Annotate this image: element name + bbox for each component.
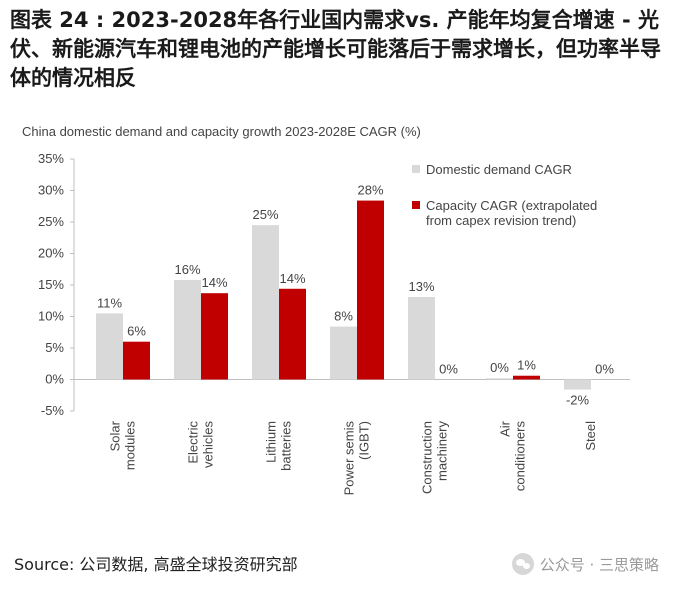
bar-demand: [408, 296, 435, 380]
legend-label: from capex revision trend): [426, 213, 576, 228]
x-tick-label: batteries: [279, 421, 294, 471]
data-label: 28%: [357, 183, 383, 198]
bar-demand: [564, 379, 591, 390]
legend-label: Capacity CAGR (extrapolated: [426, 198, 597, 213]
y-tick-label: 10%: [38, 309, 64, 324]
y-tick-label: 30%: [38, 183, 64, 198]
legend-label: Domestic demand CAGR: [426, 162, 572, 177]
data-label: 6%: [127, 324, 146, 339]
data-label: -2%: [566, 393, 590, 408]
data-label: 8%: [334, 309, 353, 324]
y-tick-label: 35%: [38, 151, 64, 166]
data-label: 11%: [97, 295, 122, 310]
y-tick-label: 20%: [38, 246, 64, 261]
data-label: 14%: [279, 271, 305, 286]
bar-capacity: [279, 288, 306, 380]
source-note: Source: 公司数据, 高盛全球投资研究部: [14, 555, 298, 574]
figure-title: 图表 24 : 2023-2028年各行业国内需求vs. 产能年均复合增速 - …: [10, 8, 661, 90]
data-label: 0%: [439, 362, 458, 377]
x-tick-label: Power semis: [342, 421, 357, 496]
y-tick-label: -5%: [41, 403, 65, 418]
y-tick-label: 25%: [38, 214, 64, 229]
x-tick-label: Steel: [583, 421, 598, 451]
bar-demand: [96, 313, 123, 380]
data-label: 13%: [408, 279, 434, 294]
bar-capacity: [357, 200, 384, 380]
x-tick-label: Air: [498, 420, 513, 437]
x-tick-label: Solar: [108, 420, 123, 451]
chart-title: China domestic demand and capacity growt…: [22, 124, 421, 139]
y-tick-label: 15%: [38, 277, 64, 292]
bar-chart: -5% 0% 5% 10% 15% 20% 25% 30% 35% 11% 6% Solar modul…: [38, 151, 630, 495]
legend-swatch: [412, 165, 420, 173]
data-label: 25%: [252, 207, 278, 222]
bar-capacity: [513, 375, 540, 380]
x-tick-label: Electric: [186, 421, 201, 464]
y-tick-label: 0%: [45, 372, 64, 387]
wechat-icon: [511, 553, 534, 575]
data-label: 1%: [517, 358, 536, 373]
bar-demand: [252, 225, 279, 380]
data-label: 0%: [490, 360, 509, 375]
x-tick-label: Construction: [420, 421, 435, 494]
x-tick-label: conditioners: [513, 421, 528, 492]
x-tick-label: machinery: [435, 421, 450, 481]
watermark: 公众号 · 三思策略: [511, 553, 659, 575]
bar-demand: [174, 279, 201, 380]
bar-demand: [330, 326, 357, 380]
bar-capacity: [123, 341, 150, 380]
x-tick-label: (IGBT): [357, 421, 372, 460]
legend-swatch: [412, 201, 420, 209]
data-label: 16%: [174, 262, 200, 277]
bar-demand: [486, 378, 513, 380]
x-tick-label: Lithium: [264, 421, 279, 463]
plot-area: -5% 0% 5% 10% 15% 20% 25% 30% 35% 11% 6% Solar modul…: [38, 151, 630, 495]
data-label: 14%: [201, 275, 227, 290]
watermark-text: 公众号 · 三思策略: [539, 555, 659, 574]
bar-capacity: [201, 293, 228, 380]
x-tick-label: vehicles: [201, 421, 216, 468]
x-tick-label: modules: [123, 421, 138, 471]
y-tick-label: 5%: [45, 340, 64, 355]
data-label: 0%: [595, 362, 614, 377]
